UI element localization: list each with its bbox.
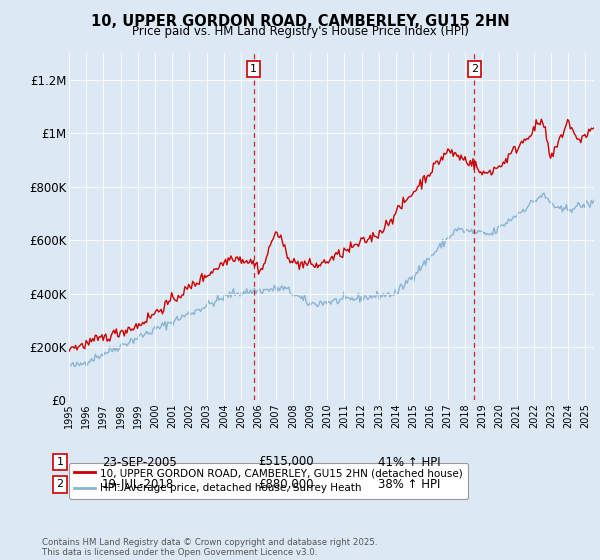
Text: £515,000: £515,000 [258, 455, 314, 469]
Legend: 10, UPPER GORDON ROAD, CAMBERLEY, GU15 2HN (detached house), HPI: Average price,: 10, UPPER GORDON ROAD, CAMBERLEY, GU15 2… [69, 463, 468, 498]
Text: £880,000: £880,000 [258, 478, 314, 491]
Text: 2: 2 [56, 479, 64, 489]
Text: 1: 1 [250, 64, 257, 74]
Text: 41% ↑ HPI: 41% ↑ HPI [378, 455, 440, 469]
Text: Price paid vs. HM Land Registry's House Price Index (HPI): Price paid vs. HM Land Registry's House … [131, 25, 469, 38]
Text: 19-JUL-2018: 19-JUL-2018 [102, 478, 174, 491]
Text: 10, UPPER GORDON ROAD, CAMBERLEY, GU15 2HN: 10, UPPER GORDON ROAD, CAMBERLEY, GU15 2… [91, 14, 509, 29]
Text: Contains HM Land Registry data © Crown copyright and database right 2025.
This d: Contains HM Land Registry data © Crown c… [42, 538, 377, 557]
Text: 1: 1 [56, 457, 64, 467]
Text: 2: 2 [470, 64, 478, 74]
Text: 23-SEP-2005: 23-SEP-2005 [102, 455, 177, 469]
Text: 38% ↑ HPI: 38% ↑ HPI [378, 478, 440, 491]
